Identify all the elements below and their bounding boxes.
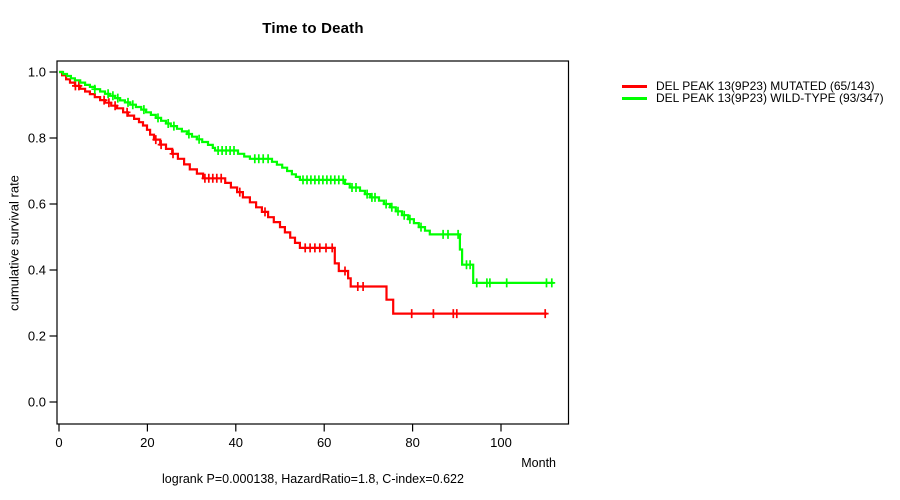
x-tick-label: 80 — [405, 435, 419, 450]
x-tick-label: 40 — [229, 435, 243, 450]
legend-item-mutated: DEL PEAK 13(9P23) MUTATED (65/143) — [622, 79, 884, 93]
y-tick-label: 0.8 — [28, 131, 46, 146]
x-tick-label: 20 — [140, 435, 154, 450]
legend-label-mutated: DEL PEAK 13(9P23) MUTATED (65/143) — [656, 79, 875, 93]
stats-annotation: logrank P=0.000138, HazardRatio=1.8, C-i… — [162, 472, 464, 486]
x-axis-ticks: 0 20 40 60 80 100 — [55, 424, 512, 450]
y-axis-ticks: 0.0 0.2 0.4 0.6 0.8 1.0 — [28, 65, 57, 410]
x-axis-label: Month — [521, 456, 556, 470]
x-tick-label: 100 — [490, 435, 512, 450]
legend-swatch-mutated — [622, 85, 647, 89]
y-tick-label: 0.0 — [28, 395, 46, 410]
survival-curve-mutated — [59, 70, 547, 315]
censor-marks-mutated — [72, 81, 549, 319]
y-tick-label: 0.6 — [28, 197, 46, 212]
legend-swatch-wild-type — [622, 96, 647, 100]
y-tick-label: 0.4 — [28, 263, 46, 278]
legend-label-wild-type: DEL PEAK 13(9P23) WILD-TYPE (93/347) — [656, 90, 884, 105]
x-tick-label: 0 — [55, 435, 62, 450]
chart-title: Time to Death — [262, 20, 364, 37]
legend: DEL PEAK 13(9P23) MUTATED (65/143) DEL P… — [622, 79, 884, 105]
legend-item-wild-type: DEL PEAK 13(9P23) WILD-TYPE (93/347) — [622, 90, 884, 105]
plot-box — [56, 60, 570, 425]
censor-marks-wild-type — [91, 84, 556, 288]
x-tick-label: 60 — [317, 435, 331, 450]
y-tick-label: 1.0 — [28, 65, 46, 80]
y-tick-label: 0.2 — [28, 329, 46, 344]
